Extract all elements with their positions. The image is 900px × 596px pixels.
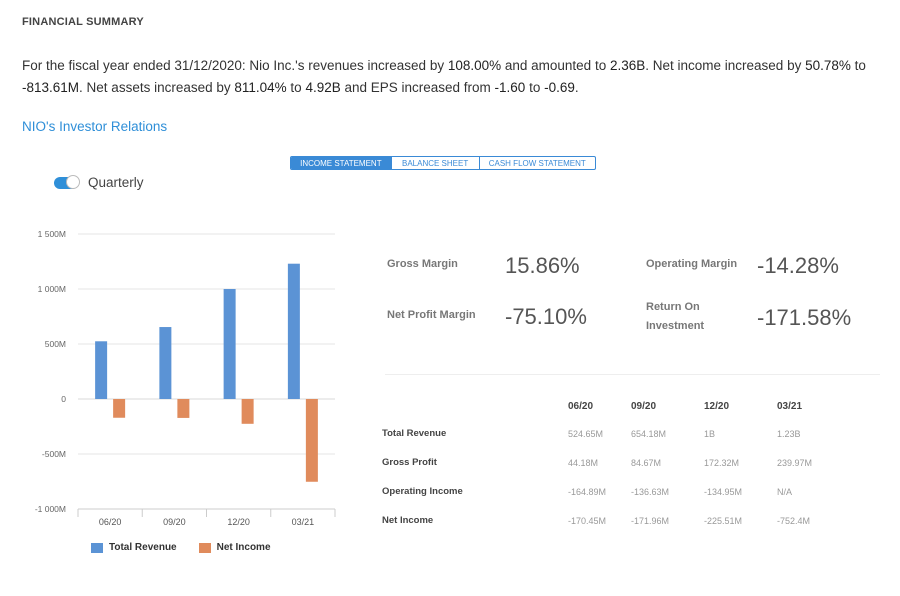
gross-margin-value: 15.86% xyxy=(505,253,580,278)
section-title: FINANCIAL SUMMARY xyxy=(22,16,144,28)
legend-swatch-total-revenue xyxy=(91,542,103,553)
table-header-row: 06/20 09/20 12/20 03/21 xyxy=(382,393,847,419)
tab-balance-sheet[interactable]: BALANCE SHEET xyxy=(390,157,479,169)
y-tick-label: 1 500M xyxy=(38,229,66,239)
x-tick-label: 09/20 xyxy=(163,517,186,527)
summary-text: to xyxy=(850,58,866,73)
net-income-growth: 50.78% xyxy=(805,58,851,73)
table-cell: 654.18M xyxy=(631,428,667,439)
table-cell: 84.67M xyxy=(631,457,662,468)
table-cell: 44.18M xyxy=(568,457,599,468)
row-label: Total Revenue xyxy=(382,428,447,439)
net-profit-margin-label: Net Profit Margin xyxy=(387,309,476,321)
x-tick-label: 12/20 xyxy=(227,517,250,527)
bar-total-revenue[interactable] xyxy=(223,289,236,399)
operating-margin-value: -14.28% xyxy=(757,253,839,278)
summary-text: For the fiscal year ended 31/12/2020: Ni… xyxy=(22,58,448,73)
summary-text: to xyxy=(286,80,306,95)
table-cell: 1B xyxy=(704,428,716,439)
return-on-investment-label-2: Investment xyxy=(646,320,705,332)
legend-label-total-revenue: Total Revenue xyxy=(109,542,177,553)
axis-layer: 1 500M 1 000M 500M 0 -500M -1 000M 06/20 09/20 1… xyxy=(35,229,336,527)
bar-layer xyxy=(95,263,318,482)
summary-text: to xyxy=(525,80,545,95)
chart-legend: Total Revenue Net Income xyxy=(91,542,293,553)
row-label: Net Income xyxy=(382,515,434,526)
table-cell: -752.4M xyxy=(777,515,811,526)
column-header: 09/20 xyxy=(631,400,657,412)
table-cell: 524.65M xyxy=(568,428,604,439)
investor-relations-link[interactable]: NIO's Investor Relations xyxy=(22,119,168,134)
bar-net-income[interactable] xyxy=(113,399,126,418)
eps-to: -0.69 xyxy=(544,80,575,95)
table-row: Net Income -170.45M -171.96M -225.51M -7… xyxy=(382,506,847,535)
x-tick-label: 06/20 xyxy=(99,517,122,527)
summary-text: . Net income increased by xyxy=(645,58,806,73)
bar-total-revenue[interactable] xyxy=(287,263,300,399)
statement-tabs: INCOME STATEMENT BALANCE SHEET CASH FLOW… xyxy=(290,156,596,170)
table-corner xyxy=(382,393,568,419)
legend-label-net-income: Net Income xyxy=(216,542,271,553)
bar-net-income[interactable] xyxy=(241,399,254,424)
operating-margin-label: Operating Margin xyxy=(646,258,738,270)
revenue-growth: 108.00% xyxy=(447,58,502,73)
table-cell: 1.23B xyxy=(777,428,801,439)
summary-text: and EPS increased from xyxy=(340,80,495,95)
table-cell: N/A xyxy=(777,486,793,497)
row-label: Gross Profit xyxy=(382,457,437,468)
row-label: Operating Income xyxy=(382,486,463,497)
summary-line-1: For the fiscal year ended 31/12/2020: Ni… xyxy=(22,55,882,77)
y-tick-label: 500M xyxy=(45,339,66,349)
bar-net-income[interactable] xyxy=(305,399,318,482)
return-on-investment-label-1: Return On xyxy=(646,301,700,313)
section-divider xyxy=(385,374,880,375)
table-row: Operating Income -164.89M -136.63M -134.… xyxy=(382,477,847,506)
return-on-investment-value: -171.58% xyxy=(757,305,852,330)
column-header: 12/20 xyxy=(704,400,730,412)
y-tick-label: -500M xyxy=(42,449,66,459)
table-cell: -164.89M xyxy=(568,486,607,497)
table-cell: -136.63M xyxy=(631,486,670,497)
tab-cash-flow-statement[interactable]: CASH FLOW STATEMENT xyxy=(478,157,595,169)
legend-item-total-revenue[interactable]: Total Revenue xyxy=(91,542,177,553)
revenue-amount: 2.36B xyxy=(609,58,646,73)
y-tick-label: 0 xyxy=(61,394,66,404)
gross-margin-label: Gross Margin xyxy=(387,258,458,270)
y-tick-label: -1 000M xyxy=(35,504,66,514)
net-profit-margin-value: -75.10% xyxy=(505,304,587,329)
table-cell: -225.51M xyxy=(704,515,743,526)
net-income-amount: -813.61M xyxy=(22,80,80,95)
legend-item-net-income[interactable]: Net Income xyxy=(198,542,271,553)
table-cell: -171.96M xyxy=(631,515,670,526)
summary-text: . xyxy=(574,80,579,95)
net-assets-amount: 4.92B xyxy=(305,80,341,95)
table-cell: -134.95M xyxy=(704,486,743,497)
quarterly-toggle-label: Quarterly xyxy=(88,175,144,190)
financial-summary-text: For the fiscal year ended 31/12/2020: Ni… xyxy=(22,55,882,99)
summary-text: . Net assets increased by xyxy=(79,80,235,95)
bar-total-revenue[interactable] xyxy=(159,327,172,399)
quarterly-toggle-knob[interactable] xyxy=(66,175,80,189)
income-bar-chart: 1 500M 1 000M 500M 0 -500M -1 000M 06/20 09/20 1… xyxy=(35,229,336,527)
legend-swatch-net-income xyxy=(198,542,211,553)
table-row: Gross Profit 44.18M 84.67M 172.32M 239.9… xyxy=(382,448,847,477)
table-row: Total Revenue 524.65M 654.18M 1B 1.23B xyxy=(382,419,847,448)
table-cell: 172.32M xyxy=(704,457,740,468)
summary-line-2: -813.61M. Net assets increased by 811.04… xyxy=(22,77,882,99)
summary-text: and amounted to xyxy=(501,58,610,73)
bar-net-income[interactable] xyxy=(177,399,190,418)
financial-table: 06/20 09/20 12/20 03/21 Total Revenue 52… xyxy=(382,393,847,535)
tab-income-statement[interactable]: INCOME STATEMENT xyxy=(291,157,391,169)
y-tick-label: 1 000M xyxy=(38,284,66,294)
table-cell: 239.97M xyxy=(777,457,813,468)
bar-total-revenue[interactable] xyxy=(95,341,108,399)
net-assets-growth: 811.04% xyxy=(234,80,287,95)
x-tick-label: 03/21 xyxy=(292,517,315,527)
column-header: 03/21 xyxy=(777,400,803,412)
eps-from: -1.60 xyxy=(494,80,526,95)
table-cell: -170.45M xyxy=(568,515,607,526)
column-header: 06/20 xyxy=(568,400,594,412)
